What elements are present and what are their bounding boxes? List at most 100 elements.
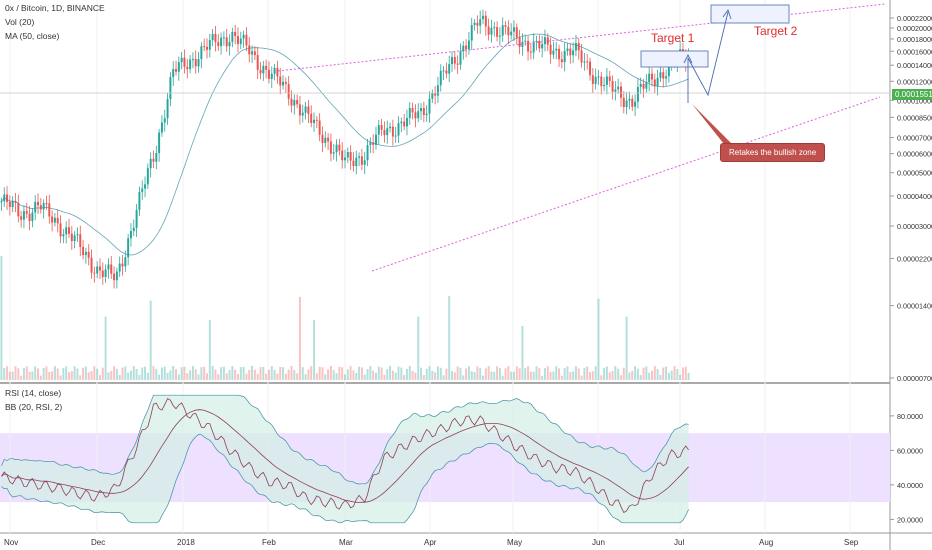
candle-body bbox=[270, 73, 273, 79]
volume-bar bbox=[504, 368, 507, 380]
candle-body bbox=[436, 85, 439, 96]
candle-body bbox=[389, 126, 392, 129]
volume-bar bbox=[532, 371, 535, 380]
candle-body bbox=[487, 26, 490, 35]
ma-legend[interactable]: MA (50, close) bbox=[5, 31, 60, 41]
symbol-legend[interactable]: 0x / Bitcoin, 1D, BINANCE bbox=[5, 3, 105, 13]
price-tick-label: 0.00008500 bbox=[897, 113, 932, 122]
candle-body bbox=[428, 98, 431, 114]
candle-body bbox=[79, 234, 82, 248]
volume-bar bbox=[132, 366, 135, 380]
candle-body bbox=[318, 120, 321, 135]
volume-bar bbox=[628, 372, 631, 380]
volume-bar bbox=[203, 366, 206, 380]
volume-bar bbox=[363, 374, 366, 380]
candle-body bbox=[242, 34, 245, 39]
candle-body bbox=[87, 251, 90, 258]
candle-body bbox=[90, 257, 93, 273]
volume-bar bbox=[124, 366, 127, 380]
arrow-head-1 bbox=[683, 53, 693, 64]
volume-bar bbox=[442, 375, 445, 380]
candle-body bbox=[39, 205, 42, 210]
volume-bar bbox=[391, 370, 394, 380]
volume-bar bbox=[236, 373, 239, 380]
volume-bar bbox=[405, 368, 408, 380]
volume-bar bbox=[45, 366, 48, 380]
price-tick-label: 0.00002200 bbox=[897, 254, 932, 263]
price-tick-label: 0.00018000 bbox=[897, 35, 932, 44]
price-tick-label: 0.00006000 bbox=[897, 150, 932, 159]
candle-body bbox=[293, 100, 296, 106]
candle-body bbox=[510, 31, 513, 36]
volume-legend[interactable]: Vol (20) bbox=[5, 17, 35, 27]
volume-bar bbox=[473, 372, 476, 380]
volume-bar bbox=[591, 371, 594, 380]
candle-body bbox=[129, 231, 132, 239]
candle-body bbox=[622, 97, 625, 108]
arrow-head-2 bbox=[722, 9, 732, 20]
candle-body bbox=[417, 111, 420, 119]
volume-bar bbox=[360, 367, 363, 380]
candle-body bbox=[329, 141, 332, 154]
volume-bar bbox=[39, 375, 42, 380]
volume-bar bbox=[273, 369, 276, 380]
volume-bar bbox=[529, 371, 532, 380]
bb-fill bbox=[1, 395, 689, 523]
volume-bar bbox=[191, 366, 194, 380]
candle-body bbox=[200, 46, 203, 60]
volume-bar bbox=[186, 373, 189, 380]
volume-bar bbox=[172, 366, 175, 380]
candle-body bbox=[262, 65, 265, 74]
candle-body bbox=[549, 44, 552, 55]
volume-bar bbox=[434, 372, 437, 380]
volume-bar bbox=[76, 368, 79, 380]
candle-body bbox=[118, 263, 121, 272]
volume-bar bbox=[115, 368, 118, 380]
volume-bar bbox=[428, 366, 431, 380]
volume-bar bbox=[90, 370, 93, 380]
volume-bar bbox=[541, 375, 544, 380]
volume-bars bbox=[0, 256, 690, 380]
candle-body bbox=[586, 61, 589, 63]
volume-bar bbox=[670, 370, 673, 380]
candle-body bbox=[65, 227, 68, 235]
volume-bar bbox=[684, 366, 687, 380]
candle-body bbox=[665, 76, 668, 79]
volume-bar bbox=[113, 366, 116, 380]
volume-bar bbox=[636, 368, 639, 380]
volume-bar bbox=[276, 373, 279, 380]
candle-body bbox=[425, 113, 428, 116]
volume-bar bbox=[256, 373, 259, 380]
candle-body bbox=[608, 76, 611, 81]
volume-bar bbox=[245, 373, 248, 380]
volume-bar bbox=[96, 368, 99, 380]
volume-bar bbox=[211, 366, 214, 380]
callout-box: Retakes the bullish zone bbox=[720, 143, 826, 162]
rsi-legend[interactable]: RSI (14, close) bbox=[5, 388, 62, 398]
volume-bar bbox=[335, 373, 338, 380]
candle-body bbox=[493, 27, 496, 29]
candle-body bbox=[234, 31, 237, 37]
volume-bar bbox=[408, 366, 411, 380]
candle-body bbox=[563, 50, 566, 63]
volume-bar bbox=[87, 372, 90, 380]
volume-bar bbox=[451, 371, 454, 380]
volume-bar bbox=[512, 371, 515, 380]
volume-bar bbox=[65, 366, 68, 380]
bb-legend[interactable]: BB (20, RSI, 2) bbox=[5, 402, 63, 412]
candle-body bbox=[48, 203, 51, 217]
candle-body bbox=[267, 69, 270, 79]
volume-bar bbox=[228, 370, 231, 380]
candle-body bbox=[589, 61, 592, 76]
volume-bar bbox=[68, 372, 70, 380]
volume-bar bbox=[200, 367, 203, 380]
volume-bar bbox=[594, 366, 597, 380]
volume-bar bbox=[498, 368, 501, 380]
candle-body bbox=[467, 40, 470, 50]
candle-body bbox=[439, 70, 442, 86]
volume-bar bbox=[467, 366, 470, 380]
volume-bar bbox=[3, 368, 6, 380]
candle-body bbox=[127, 238, 130, 258]
volume-bar bbox=[659, 374, 662, 380]
candle-body bbox=[476, 22, 479, 26]
